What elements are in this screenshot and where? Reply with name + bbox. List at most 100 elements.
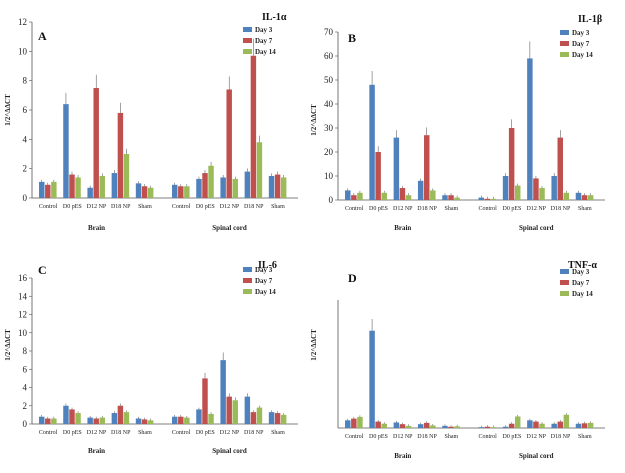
- category-label: Control: [345, 434, 364, 440]
- bar: [539, 188, 545, 200]
- bar: [514, 185, 521, 200]
- bar: [448, 426, 454, 428]
- y-tick-label: 8: [23, 346, 28, 356]
- bar: [430, 425, 436, 428]
- legend-label: Day 3: [572, 29, 590, 37]
- category-label: Sham: [578, 434, 592, 440]
- bar: [502, 176, 509, 200]
- y-tick-label: 2: [23, 164, 28, 174]
- bar: [393, 137, 400, 200]
- y-tick-label: 2: [23, 401, 28, 411]
- bar: [51, 418, 57, 424]
- legend-swatch: [243, 27, 252, 32]
- legend-swatch: [243, 267, 252, 272]
- bar: [178, 416, 184, 424]
- category-label: D12 NP: [526, 206, 546, 212]
- category-label: D12 NP: [220, 430, 240, 436]
- y-tick-label: 16: [18, 273, 28, 283]
- legend-label: Day 3: [572, 268, 590, 276]
- legend-swatch: [560, 41, 569, 46]
- category-label: D0 pES: [196, 430, 215, 436]
- group-label: Brain: [88, 447, 105, 455]
- bar: [533, 178, 539, 200]
- category-label: Control: [345, 206, 364, 212]
- bar: [274, 413, 281, 424]
- y-tick-label: 30: [324, 123, 334, 133]
- group-label: Spinal cord: [212, 224, 247, 232]
- y-tick-label: 8: [23, 76, 28, 86]
- panel-letter: A: [38, 29, 47, 43]
- legend-swatch: [560, 52, 569, 57]
- bar: [484, 198, 491, 200]
- bar: [256, 142, 263, 198]
- bar: [375, 421, 381, 428]
- bar: [508, 128, 515, 200]
- bar: [557, 137, 563, 200]
- bar: [478, 427, 485, 428]
- panel-letter: D: [348, 271, 357, 285]
- bar: [268, 412, 275, 424]
- legend-label: Day 3: [255, 266, 273, 274]
- legend-label: Day 7: [572, 40, 590, 48]
- bar: [454, 197, 460, 200]
- category-label: D18 NP: [244, 204, 264, 210]
- panel-letter: C: [38, 263, 47, 277]
- y-tick-label: 4: [23, 134, 28, 144]
- bar: [514, 416, 521, 428]
- bar: [478, 197, 485, 200]
- bar: [274, 174, 281, 198]
- category-label: Control: [172, 430, 191, 436]
- legend-label: Day 14: [572, 290, 593, 298]
- bar: [369, 84, 375, 200]
- bar: [93, 88, 99, 198]
- bar: [557, 421, 563, 428]
- y-tick-label: 6: [23, 364, 28, 374]
- bar: [508, 423, 515, 428]
- y-axis-label: 1/2^ΔΔCT: [4, 329, 12, 361]
- bar: [539, 423, 545, 428]
- panel-title: TNF-α: [568, 260, 597, 271]
- bar: [196, 178, 202, 198]
- bar: [430, 190, 436, 200]
- bar: [117, 405, 124, 424]
- bar: [220, 177, 226, 198]
- bar: [381, 423, 387, 428]
- legend-swatch: [560, 30, 569, 35]
- bar: [75, 413, 81, 424]
- bar: [123, 154, 130, 198]
- panel-title: IL-1β: [578, 14, 602, 25]
- bar: [147, 420, 154, 424]
- bar: [69, 174, 75, 198]
- bar: [417, 424, 424, 428]
- panel-title: IL-1α: [262, 12, 287, 23]
- bar: [45, 418, 51, 424]
- bar: [123, 412, 130, 424]
- y-tick-label: 10: [18, 46, 28, 56]
- group-label: Brain: [394, 224, 411, 232]
- category-label: D0 pES: [503, 434, 522, 440]
- bar: [226, 89, 232, 198]
- bar: [424, 135, 430, 200]
- legend-swatch: [243, 49, 252, 54]
- category-label: Sham: [138, 430, 152, 436]
- bar: [184, 417, 190, 424]
- bar: [141, 186, 148, 198]
- y-tick-label: 70: [324, 27, 334, 37]
- bar: [587, 195, 594, 200]
- bar: [196, 409, 202, 424]
- bar: [99, 417, 105, 424]
- category-label: D0 pES: [503, 206, 522, 212]
- bar: [45, 184, 51, 198]
- y-tick-label: 0: [329, 195, 334, 205]
- bar: [93, 418, 99, 424]
- bar: [280, 414, 287, 424]
- bar: [357, 416, 363, 428]
- bar: [69, 409, 75, 424]
- bar: [357, 192, 363, 200]
- category-label: D18 NP: [417, 206, 437, 212]
- bar: [399, 188, 406, 200]
- category-label: Sham: [578, 206, 592, 212]
- bar: [117, 112, 124, 198]
- category-label: Control: [172, 204, 191, 210]
